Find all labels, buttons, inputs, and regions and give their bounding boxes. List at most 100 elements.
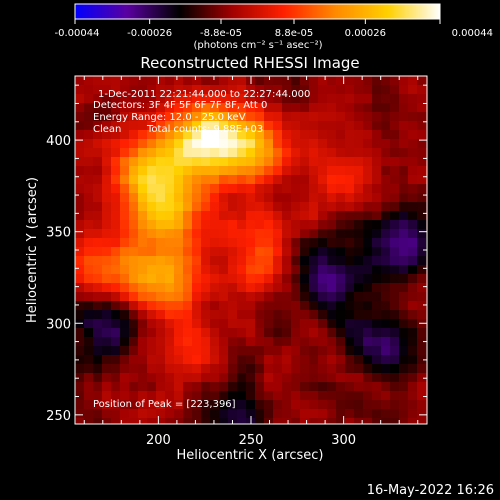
heatmap-cell [408,274,418,284]
heatmap-cell [111,391,121,401]
heatmap-cell [84,328,94,338]
heatmap-cell [219,130,229,140]
heatmap-cell [327,103,337,113]
heatmap-cell [219,211,229,221]
heatmap-cell [156,220,166,230]
heatmap-cell [93,76,103,86]
heatmap-cell [102,328,112,338]
heatmap-cell [138,364,148,374]
heatmap-cell [219,247,229,257]
heatmap-cell [246,94,256,104]
heatmap-cell [417,184,427,194]
heatmap-cell [390,355,400,365]
heatmap-cell [111,130,121,140]
heatmap-cell [102,148,112,158]
heatmap-cell [336,364,346,374]
heatmap-cell [327,166,337,176]
heatmap-cell [219,319,229,329]
heatmap-cell [408,112,418,122]
heatmap-cell [192,391,202,401]
heatmap-cell [390,373,400,383]
heatmap-cell [381,202,391,212]
heatmap-cell [183,355,193,365]
heatmap-cell [174,319,184,329]
heatmap-cell [318,211,328,221]
heatmap-cell [264,256,274,266]
heatmap-cell [111,121,121,131]
heatmap-cell [93,256,103,266]
heatmap-cell [381,76,391,86]
heatmap-cell [237,112,247,122]
heatmap-cell [345,76,355,86]
heatmap-cell [363,85,373,95]
heatmap-cell [345,166,355,176]
heatmap-cell [273,337,283,347]
heatmap-cell [327,337,337,347]
heatmap-cell [354,202,364,212]
heatmap-cell [381,256,391,266]
heatmap-cell [318,238,328,248]
heatmap-cell [228,103,238,113]
heatmap-cell [219,85,229,95]
heatmap-cell [111,400,121,410]
heatmap-cell [363,310,373,320]
heatmap-cell [300,238,310,248]
heatmap-cell [183,337,193,347]
heatmap-cell [138,220,148,230]
heatmap-cell [111,112,121,122]
heatmap-cell [228,112,238,122]
heatmap-cell [75,265,85,275]
heatmap-cell [183,418,193,424]
heatmap-cell [255,211,265,221]
heatmap-cell [120,265,130,275]
heatmap-cell [336,301,346,311]
heatmap-cell [138,157,148,167]
heatmap-cell [210,418,220,424]
heatmap-cell [210,229,220,239]
heatmap-cell [318,256,328,266]
heatmap-cell [354,382,364,392]
heatmap-cell [75,346,85,356]
heatmap-cell [111,337,121,347]
heatmap-cell [363,373,373,383]
heatmap-cell [408,301,418,311]
heatmap-cell [399,148,409,158]
heatmap-cell [264,292,274,302]
heatmap-cell [273,94,283,104]
heatmap-cell [174,166,184,176]
heatmap-cell [390,346,400,356]
heatmap-cell [129,265,139,275]
heatmap-cell [363,220,373,230]
heatmap-cell [363,121,373,131]
heatmap-cell [111,103,121,113]
heatmap-cell [84,355,94,365]
heatmap-cell [318,292,328,302]
heatmap-cell [102,112,112,122]
heatmap-cell [237,193,247,203]
heatmap-cell [291,283,301,293]
heatmap-cell [210,400,220,410]
heatmap-cell [228,256,238,266]
heatmap-cell [147,364,157,374]
heatmap-cell [264,355,274,365]
heatmap-cell [345,175,355,185]
heatmap-cell [336,373,346,383]
heatmap-cell [84,220,94,230]
heatmap-cell [210,175,220,185]
heatmap-cell [93,283,103,293]
heatmap-cell [318,202,328,212]
heatmap-cell [84,409,94,419]
heatmap-cell [309,166,319,176]
heatmap-cell [201,220,211,230]
heatmap-cell [363,211,373,221]
heatmap-cell [354,211,364,221]
heatmap-cell [354,175,364,185]
heatmap-cell [264,391,274,401]
heatmap-cell [282,94,292,104]
heatmap-cell [372,238,382,248]
heatmap-cell [183,94,193,104]
heatmap-cell [291,301,301,311]
heatmap-cell [327,202,337,212]
heatmap-cell [228,247,238,257]
heatmap-cell [354,283,364,293]
